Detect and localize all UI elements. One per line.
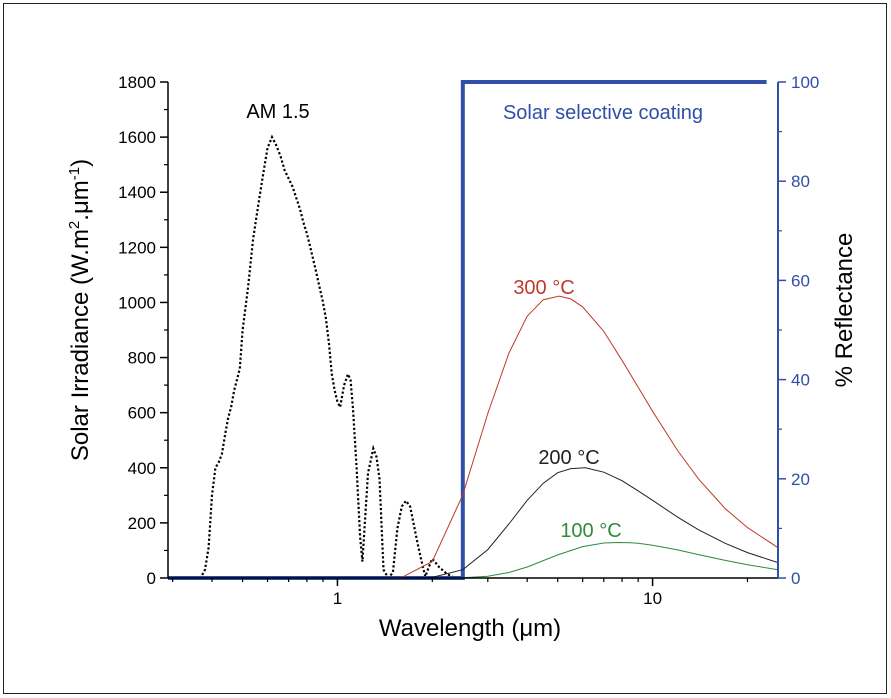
series-t200 [168,467,779,579]
x-tick-label: 1 [333,589,342,608]
y-right-tick-label: 60 [791,271,810,290]
annotation-am15: AM 1.5 [246,101,309,123]
y-left-tick-label: 1400 [118,183,156,202]
y-right-tick-label: 80 [791,172,810,191]
y-right-tick-label: 20 [791,470,810,489]
y-left-tick-label: 0 [147,569,156,588]
y-right-tick-label: 0 [791,569,800,588]
y-left-tick-label: 400 [128,459,156,478]
x-axis-title: Wavelength (μm) [379,615,561,642]
y-right-tick-label: 100 [791,73,819,92]
y-left-tick-label: 200 [128,514,156,533]
axes-layer: 0 200 400 600 800 1000 1200 1400 1600 1800 0 20 40 60… [118,73,819,608]
y-left-tick-label: 800 [128,349,156,368]
y-left-tick-label: 1200 [118,238,156,257]
curves-layer [168,80,779,581]
y-left-title-end: ) [67,159,94,167]
annotation-t100: 100 °C [560,520,621,542]
y-axis-right-title: % Reflectance [831,233,858,388]
x-tick-label: 10 [643,589,662,608]
series-coating [168,80,767,580]
y-axis-left-title: Solar Irradiance (W.m2.μm-1) [66,159,94,461]
series-t300 [168,295,779,579]
y-left-title-mid: .μm [67,180,94,221]
y-left-title-sup1: 2 [66,221,83,229]
y-left-tick-label: 1000 [118,293,156,312]
chart-frame [3,3,887,694]
y-left-tick-label: 1800 [118,73,156,92]
series-t100 [168,541,779,579]
annotation-t200: 200 °C [538,447,599,469]
y-left-title-sup2: -1 [66,167,83,180]
series-am15 [172,134,463,581]
y-right-tick-label: 40 [791,371,810,390]
annotation-coating: Solar selective coating [503,102,703,124]
y-left-tick-label: 600 [128,404,156,423]
y-left-title-main: Solar Irradiance (W.m [67,229,94,461]
y-left-tick-label: 1600 [118,128,156,147]
annotation-t300: 300 °C [513,277,574,299]
